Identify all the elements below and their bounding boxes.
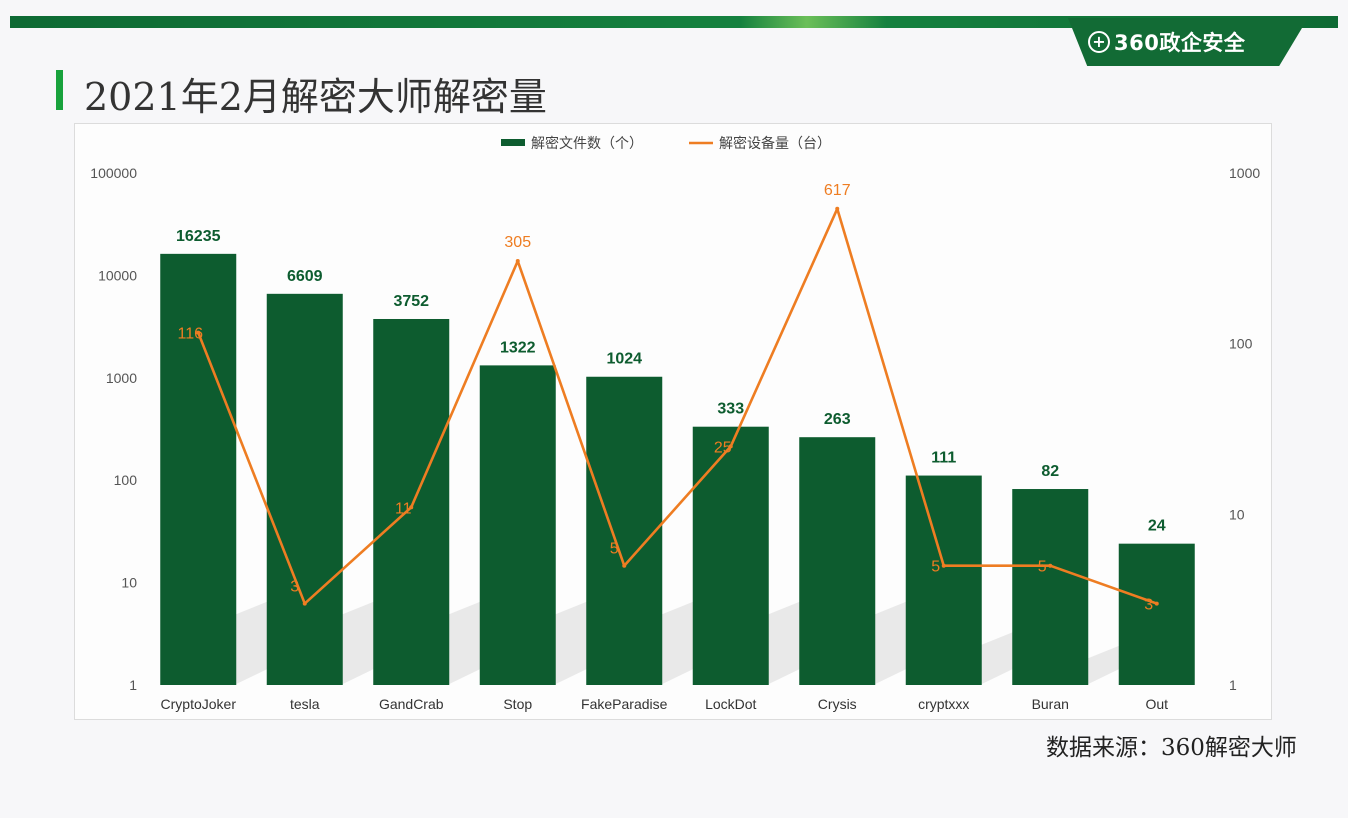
y-left-tick-label: 1000 (106, 370, 137, 386)
bar-value-label: 333 (717, 401, 744, 418)
line-point (1154, 601, 1159, 606)
x-tick-label: Out (1145, 696, 1168, 712)
bar-value-label: 263 (824, 411, 851, 428)
line-value-label: 25 (714, 439, 732, 456)
x-tick-label: Stop (503, 696, 532, 712)
bar-CryptoJoker (160, 253, 237, 686)
line-value-label: 11 (395, 500, 412, 517)
brand-logo: + 360政企安全 (1088, 28, 1298, 56)
line-point (835, 206, 840, 211)
chart: 1 10 100 1000 10000 100000 1 10 100 1000 16235 6609… (90, 135, 1260, 712)
y-right-tick-label: 100 (1229, 336, 1253, 352)
line-value-label: 617 (824, 182, 851, 199)
bar-value-label: 111 (931, 450, 956, 467)
line-value-label: 3 (1144, 597, 1153, 614)
bar-Stop (479, 365, 556, 685)
bar-value-label: 1322 (500, 339, 536, 356)
brand-text: 360政企安全 (1114, 31, 1246, 55)
plus-circle-icon: + (1088, 31, 1110, 53)
line-value-label: 5 (1038, 559, 1047, 576)
bar-cryptxxx (905, 475, 982, 685)
page-title: 2021年2月解密大师解密量 (84, 75, 547, 119)
x-tick-label: CryptoJoker (161, 696, 237, 712)
line-point (302, 601, 307, 606)
bar-value-label: 3752 (393, 293, 429, 310)
bar-GandCrab (373, 318, 450, 685)
line-point (941, 563, 946, 568)
line-point (196, 330, 201, 335)
y-left-tick-label: 100000 (90, 165, 137, 181)
line-value-label: 5 (610, 541, 619, 558)
line-value-label: 3 (290, 579, 299, 596)
legend-bar-label: 解密文件数（个） (531, 135, 643, 152)
x-tick-label: tesla (290, 696, 320, 712)
x-tick-label: cryptxxx (918, 696, 969, 712)
chart-frame: 1 10 100 1000 10000 100000 1 10 100 1000 16235 6609… (74, 123, 1272, 720)
y-right-tick-label: 10 (1229, 506, 1245, 522)
data-source: 数据来源：360解密大师 (1046, 735, 1297, 761)
x-tick-label: LockDot (705, 696, 756, 712)
bar-value-label: 1024 (606, 351, 642, 368)
y-right-tick-label: 1 (1229, 677, 1237, 693)
bar-FakeParadise (586, 376, 663, 685)
bar-LockDot (692, 426, 769, 685)
line-value-label: 5 (931, 559, 940, 576)
y-left-tick-label: 10 (121, 575, 137, 591)
y-right-tick-label: 1000 (1229, 165, 1260, 181)
bar-value-label: 16235 (176, 228, 221, 245)
legend-bar-swatch (501, 139, 525, 146)
bar-value-label: 24 (1148, 518, 1166, 535)
y-left-tick-label: 100 (114, 472, 138, 488)
x-tick-label: Crysis (818, 696, 857, 712)
bar-Buran (1012, 489, 1089, 685)
legend-line-label: 解密设备量（台） (719, 135, 831, 152)
bar-value-label: 6609 (287, 268, 323, 285)
line-point (728, 444, 733, 449)
line-value-label: 305 (504, 234, 531, 251)
bar-Crysis (799, 437, 876, 685)
line-value-label: 116 (177, 326, 203, 343)
bar-tesla (266, 293, 343, 685)
bar-Out (1118, 543, 1195, 685)
y-left-tick-label: 1 (129, 677, 137, 693)
title-marker (56, 70, 63, 110)
y-left-tick-label: 10000 (98, 267, 137, 283)
line-point (622, 563, 627, 568)
bar-value-label: 82 (1041, 463, 1059, 480)
x-tick-label: GandCrab (379, 696, 444, 712)
line-point (409, 505, 414, 510)
line-series (197, 207, 1158, 605)
x-tick-label: FakeParadise (581, 696, 668, 712)
line-point (515, 259, 520, 264)
top-accent-bar (10, 16, 1338, 28)
line-point (1048, 563, 1053, 568)
x-tick-label: Buran (1032, 696, 1069, 712)
